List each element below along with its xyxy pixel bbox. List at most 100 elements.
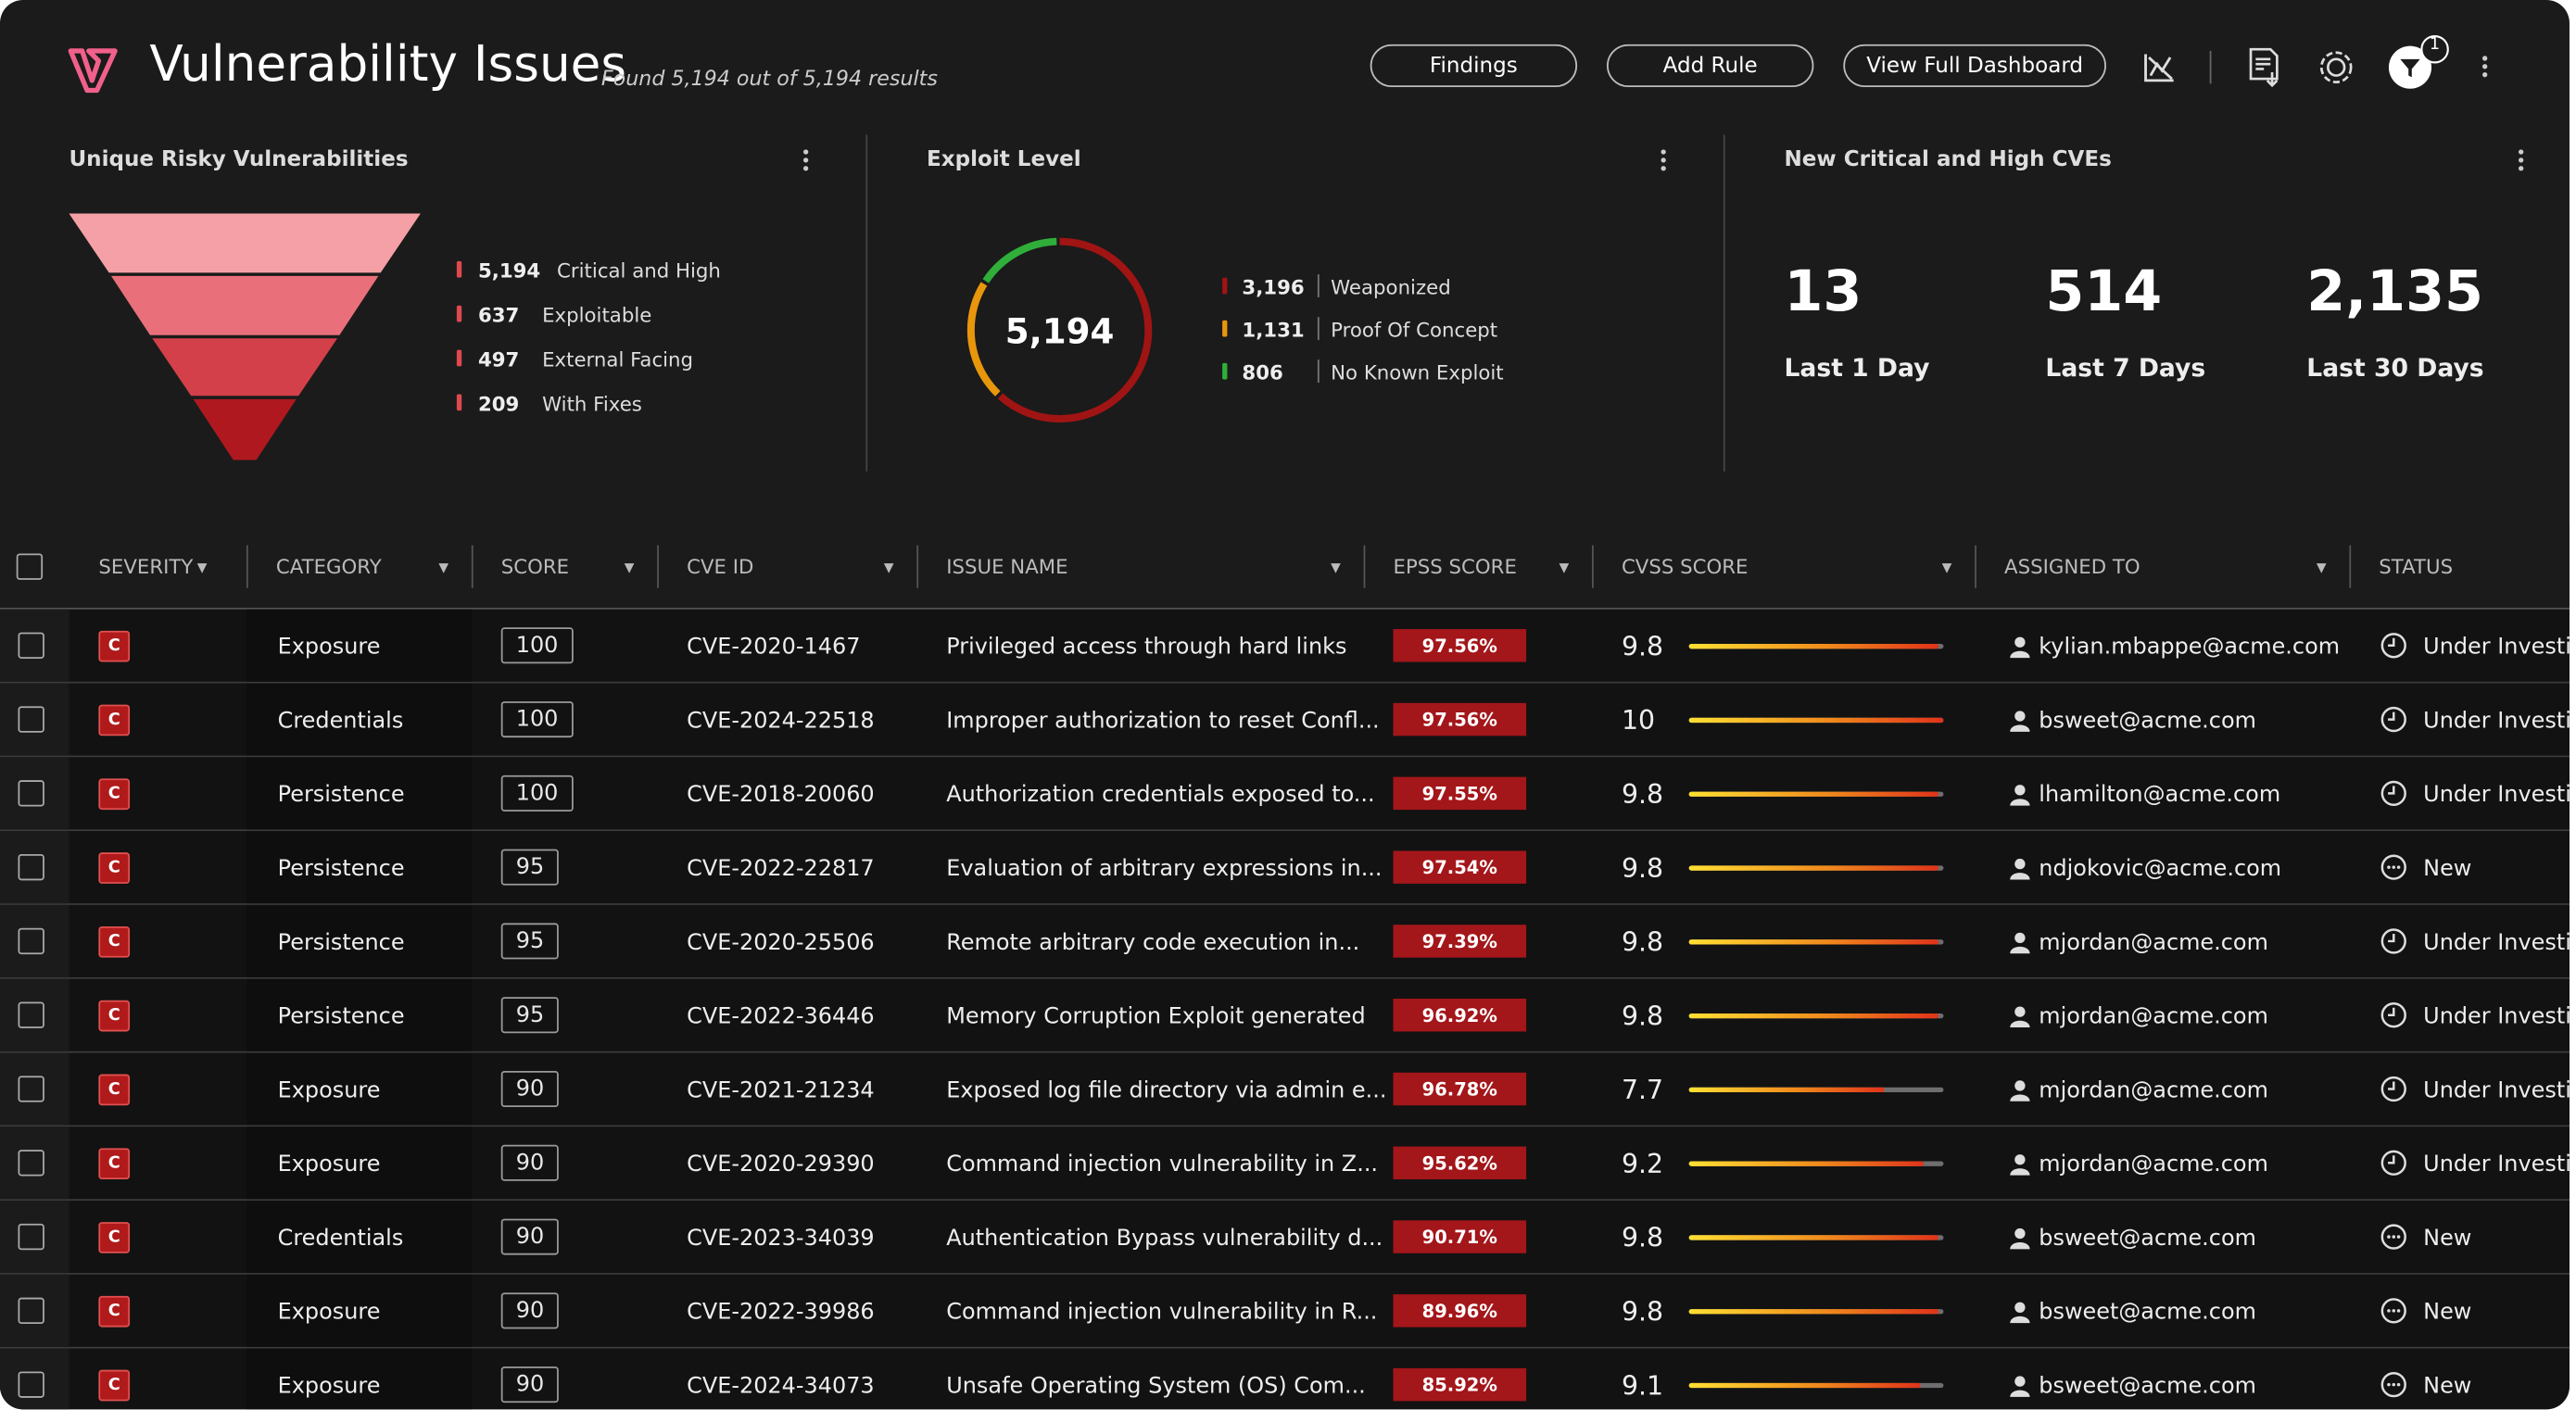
category: Exposure xyxy=(277,1373,381,1400)
select-all-checkbox[interactable] xyxy=(16,553,44,580)
category-bg xyxy=(246,683,472,756)
table-row[interactable]: C Persistence 95 CVE-2022-36446 Memory Corru… xyxy=(0,978,2570,1053)
column-header[interactable]: CVE ID xyxy=(687,555,754,579)
widget-title: New Critical and High CVEs xyxy=(1784,147,2112,173)
category-bg xyxy=(246,831,472,904)
assigned-to: ndjokovic@acme.com xyxy=(2039,855,2282,883)
row-side xyxy=(0,978,69,1051)
row-side xyxy=(0,1201,69,1274)
column-header[interactable]: EPSS SCORE xyxy=(1393,555,1517,579)
row-checkbox[interactable] xyxy=(18,706,44,733)
row-checkbox[interactable] xyxy=(18,780,44,807)
category-bg xyxy=(246,757,472,830)
severity-badge: C xyxy=(98,1295,131,1328)
filter-arrow[interactable] xyxy=(1941,563,1952,573)
widget-menu[interactable] xyxy=(1661,149,1666,174)
user-icon xyxy=(2010,858,2030,880)
user-head xyxy=(2014,1154,2026,1165)
row-checkbox[interactable] xyxy=(18,1076,44,1102)
filter-arrow[interactable] xyxy=(1559,563,1570,573)
page-title: Vulnerability Issues xyxy=(149,36,627,94)
filter-arrow[interactable] xyxy=(2316,563,2327,573)
column-header[interactable]: SEVERITY xyxy=(98,555,194,579)
row-checkbox[interactable] xyxy=(18,1150,44,1177)
status-ring xyxy=(2380,1076,2406,1102)
severity-badge: C xyxy=(98,852,131,884)
table-row[interactable]: C Exposure 90 CVE-2021-21234 Exposed log fil… xyxy=(0,1052,2570,1127)
findings-button[interactable]: Findings xyxy=(1370,44,1578,87)
cvss-bar xyxy=(1688,1087,1886,1093)
assigned-to: bsweet@acme.com xyxy=(2039,1225,2256,1253)
legend-swatch xyxy=(456,260,462,278)
filter-arrow[interactable] xyxy=(883,563,894,573)
table-row[interactable]: C Credentials 90 CVE-2023-34039 Authenticati… xyxy=(0,1201,2570,1275)
epss-score: 97.55% xyxy=(1393,776,1527,811)
epss-score: 97.56% xyxy=(1393,702,1527,736)
status-ring xyxy=(2380,1298,2406,1324)
cvss-score: 9.1 xyxy=(1621,1369,1664,1402)
row-checkbox[interactable] xyxy=(18,927,44,955)
epss-score: 89.96% xyxy=(1393,1294,1527,1328)
assigned-to: bsweet@acme.com xyxy=(2039,708,2256,735)
row-checkbox[interactable] xyxy=(18,1371,44,1398)
status: New xyxy=(2423,855,2472,883)
status-ring xyxy=(2380,928,2406,954)
cvss-score: 10 xyxy=(1621,704,1656,736)
legend-value: 5,194 xyxy=(477,259,541,283)
column-divider xyxy=(1363,545,1366,588)
filter-arrow[interactable] xyxy=(1331,563,1341,573)
user-icon xyxy=(2010,785,2030,806)
status-icon xyxy=(2380,1002,2406,1028)
donut-total: 5,194 xyxy=(1004,311,1115,352)
add-rule-button[interactable]: Add Rule xyxy=(1606,44,1814,87)
row-checkbox[interactable] xyxy=(18,853,44,881)
settings-icon[interactable] xyxy=(2317,47,2356,87)
dashboard-button[interactable]: View Full Dashboard xyxy=(1843,44,2106,87)
column-header[interactable]: SCORE xyxy=(500,555,570,579)
report-icon[interactable] xyxy=(2244,46,2284,89)
category: Persistence xyxy=(277,855,405,883)
status-dot xyxy=(2387,1235,2391,1239)
row-checkbox[interactable] xyxy=(18,632,44,659)
table-row[interactable]: C Credentials 100 CVE-2024-22518 Improper au… xyxy=(0,683,2570,758)
table-row[interactable]: C Persistence 95 CVE-2020-25506 Remote arbit… xyxy=(0,904,2570,979)
filter-arrow[interactable] xyxy=(438,563,449,573)
cve-id: CVE-2018-20060 xyxy=(687,781,875,809)
score: 90 xyxy=(500,1366,560,1404)
table-row[interactable]: C Exposure 90 CVE-2024-34073 Unsafe Operatin… xyxy=(0,1348,2570,1410)
user-head xyxy=(2014,1006,2026,1017)
table-row[interactable]: C Persistence 95 CVE-2022-22817 Evaluation o… xyxy=(0,831,2570,905)
filter-icon[interactable] xyxy=(2385,32,2451,92)
column-header[interactable]: CATEGORY xyxy=(275,555,382,579)
cvss-track xyxy=(1688,1013,1944,1019)
more-menu[interactable] xyxy=(2482,56,2488,81)
cvss-score: 9.8 xyxy=(1621,1222,1664,1253)
category: Credentials xyxy=(277,1225,404,1253)
table-row[interactable]: C Exposure 90 CVE-2022-39986 Command injecti… xyxy=(0,1274,2570,1349)
status-ring xyxy=(2380,1002,2406,1028)
chart-icon[interactable] xyxy=(2140,49,2177,85)
column-header[interactable]: ISSUE NAME xyxy=(946,555,1068,579)
status-dot xyxy=(2387,1382,2391,1387)
status-icon xyxy=(2380,1076,2406,1102)
widget-menu[interactable] xyxy=(2519,149,2524,174)
table-row[interactable]: C Exposure 100 CVE-2020-1467 Privileged acce… xyxy=(0,609,2570,684)
filter-arrow[interactable] xyxy=(196,563,208,573)
legend-label: No Known Exploit xyxy=(1331,361,1504,384)
column-header[interactable]: ASSIGNED TO xyxy=(2004,555,2140,579)
status: Under Investig xyxy=(2423,781,2570,809)
column-divider xyxy=(657,545,659,588)
severity-badge: C xyxy=(98,1074,131,1106)
column-header[interactable]: CVSS SCORE xyxy=(1621,555,1749,579)
row-checkbox[interactable] xyxy=(18,1297,44,1325)
widget-menu[interactable] xyxy=(802,149,809,174)
table-row[interactable]: C Persistence 100 CVE-2018-20060 Authorizati… xyxy=(0,757,2570,832)
column-header[interactable]: STATUS xyxy=(2379,555,2454,579)
filter-arrow[interactable] xyxy=(624,563,635,573)
stat-label: Last 7 Days xyxy=(2045,353,2206,384)
table-row[interactable]: C Exposure 90 CVE-2020-29390 Command injecti… xyxy=(0,1127,2570,1202)
epss-score: 90.71% xyxy=(1393,1220,1527,1253)
row-checkbox[interactable] xyxy=(18,1223,44,1251)
logo xyxy=(68,48,118,94)
row-checkbox[interactable] xyxy=(18,1001,44,1028)
